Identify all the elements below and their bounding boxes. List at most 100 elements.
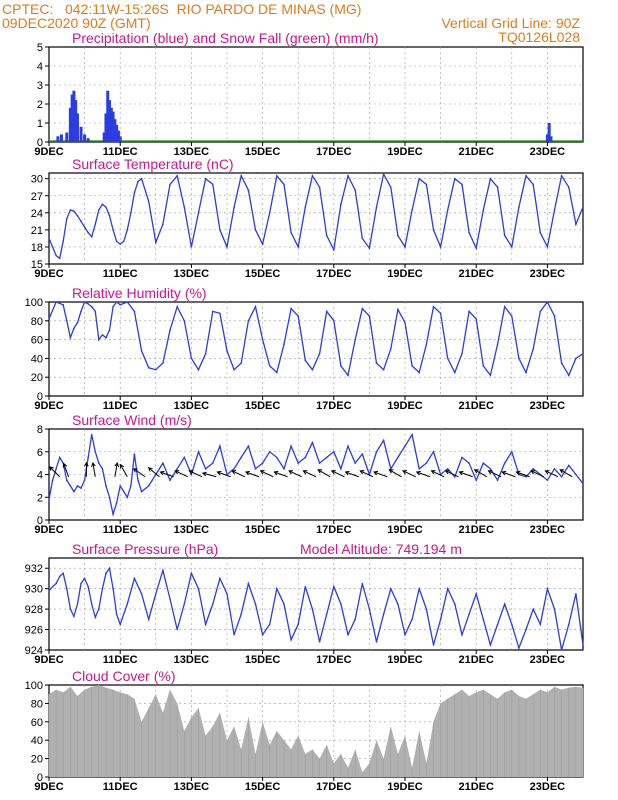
data-point — [532, 183, 534, 186]
data-point — [83, 226, 86, 228]
wind-arrow-head — [174, 470, 180, 475]
data-point — [51, 479, 54, 481]
data-point — [112, 587, 114, 590]
data-point — [354, 618, 356, 621]
x-tick-label: 9DEC — [34, 654, 63, 666]
data-point — [503, 603, 506, 605]
data-point — [418, 177, 421, 180]
data-point — [368, 247, 371, 249]
data-point — [532, 348, 534, 350]
x-tick-label: 11DEC — [103, 268, 138, 280]
data-point — [55, 582, 57, 585]
chart-frame — [48, 557, 584, 651]
data-point — [539, 623, 542, 626]
data-point — [297, 623, 300, 626]
wind-arrow-head — [359, 470, 365, 475]
data-point — [105, 572, 107, 575]
data-point — [575, 473, 577, 476]
data-point — [539, 310, 542, 313]
x-tick-label: 21DEC — [458, 268, 494, 280]
chart-title: Cloud Cover (%) — [72, 668, 175, 684]
data-point — [55, 301, 57, 303]
data-point — [176, 468, 178, 470]
wind-arrow-head — [231, 470, 237, 475]
data-point — [468, 231, 470, 234]
data-point — [169, 183, 171, 186]
data-point — [425, 183, 428, 186]
chart-panel-6: 0 20 40 60 80 100 9DEC 11DEC 13DEC 15DEC 17DEC 19DE… — [25, 668, 584, 793]
data-point — [119, 243, 121, 245]
y-tick-label: 8 — [37, 424, 43, 436]
data-point — [76, 214, 79, 217]
data-point — [489, 468, 492, 470]
wind-arrow — [231, 470, 246, 478]
data-point — [318, 462, 321, 464]
data-point — [240, 362, 243, 364]
data-point — [311, 368, 314, 371]
data-point — [176, 175, 178, 177]
data-point — [133, 192, 136, 194]
precip-bar — [75, 113, 79, 142]
y-tick-label: 80 — [31, 698, 43, 710]
wind-arrow-head — [415, 470, 421, 476]
data-point — [83, 301, 86, 303]
series-line — [48, 566, 584, 651]
data-point — [247, 189, 250, 191]
data-point — [51, 246, 54, 248]
data-point — [475, 479, 478, 481]
wind-arrow — [303, 470, 317, 478]
data-point — [546, 479, 549, 481]
data-point — [325, 234, 328, 237]
data-point — [325, 613, 328, 616]
data-point — [261, 633, 264, 636]
data-point — [133, 310, 136, 313]
precip-bar — [545, 134, 549, 142]
data-point — [126, 229, 129, 231]
data-point — [48, 318, 50, 320]
data-point — [219, 229, 221, 231]
precip-bar — [115, 124, 119, 142]
data-point — [347, 633, 349, 636]
data-point — [137, 479, 139, 481]
x-tick-label: 17DEC — [316, 524, 352, 536]
precip-bar — [56, 136, 60, 142]
data-point — [511, 315, 513, 317]
wind-arrow — [148, 467, 160, 478]
data-point — [283, 603, 285, 605]
data-point — [87, 303, 89, 305]
wind-arrow — [445, 470, 459, 478]
data-point — [169, 329, 171, 332]
y-tick-label: 1 — [37, 118, 43, 130]
wind-arrow — [402, 470, 416, 478]
data-point — [112, 513, 114, 516]
data-point — [122, 490, 125, 493]
x-tick-label: 15DEC — [245, 400, 281, 412]
wind-arrow-head — [62, 462, 68, 468]
data-point — [108, 567, 111, 570]
data-point — [382, 613, 385, 616]
data-point — [55, 254, 57, 257]
wind-arrow — [160, 471, 174, 478]
y-tick-label: 21 — [31, 225, 43, 237]
data-point — [425, 343, 428, 346]
data-point — [318, 641, 321, 643]
wind-arrow-head — [84, 461, 89, 467]
data-point — [66, 217, 68, 220]
y-tick-label: 0 — [37, 772, 43, 784]
x-tick-label: 11DEC — [103, 781, 138, 793]
data-point — [560, 649, 563, 651]
data-point — [76, 321, 79, 324]
data-point — [482, 618, 485, 621]
precip-bar — [547, 123, 551, 142]
x-tick-label: 23DEC — [530, 781, 566, 793]
x-tick-label: 23DEC — [530, 524, 566, 536]
data-point — [247, 582, 250, 585]
data-point — [489, 374, 492, 377]
data-point — [147, 200, 150, 203]
precip-bar — [104, 113, 108, 142]
data-point — [62, 304, 65, 306]
precip-bar — [118, 136, 122, 142]
data-point — [219, 577, 221, 580]
header-location: CPTEC: 042:11W-15:26S RIO PARDO DE MINAS… — [2, 1, 362, 17]
wind-arrow-head — [201, 471, 207, 477]
